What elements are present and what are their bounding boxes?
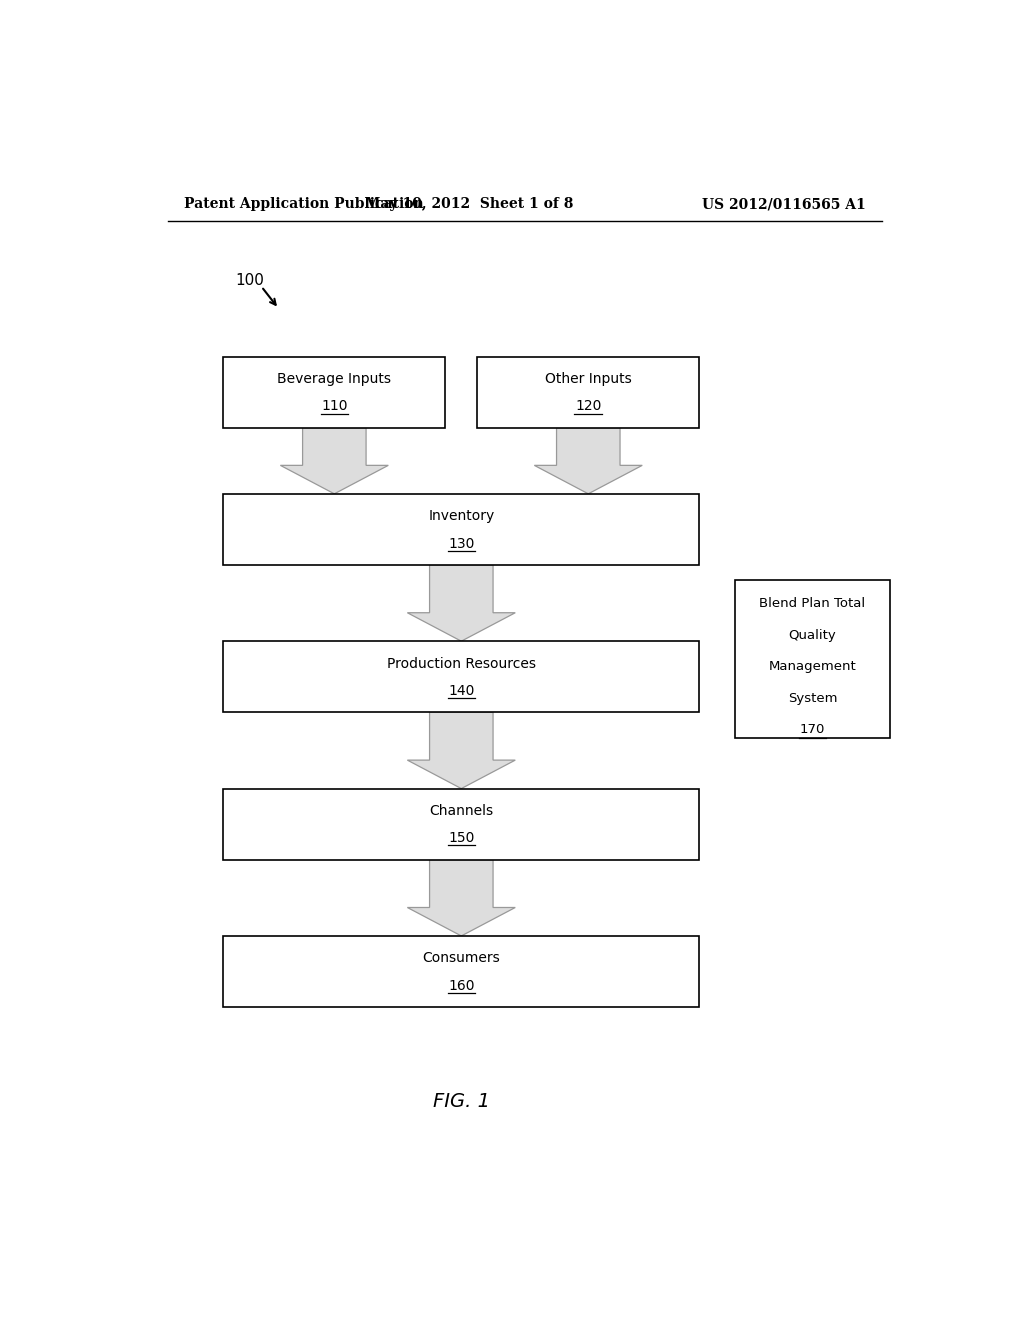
Text: System: System: [787, 692, 838, 705]
FancyBboxPatch shape: [477, 356, 699, 428]
Text: Channels: Channels: [429, 804, 494, 818]
Text: 150: 150: [449, 832, 474, 845]
Text: Patent Application Publication: Patent Application Publication: [183, 197, 423, 211]
Polygon shape: [408, 859, 515, 936]
Text: 140: 140: [449, 684, 474, 698]
Text: Management: Management: [769, 660, 856, 673]
Text: May 10, 2012  Sheet 1 of 8: May 10, 2012 Sheet 1 of 8: [366, 197, 573, 211]
FancyBboxPatch shape: [223, 936, 699, 1007]
Text: FIG. 1: FIG. 1: [433, 1092, 489, 1111]
Polygon shape: [281, 428, 388, 494]
FancyBboxPatch shape: [223, 642, 699, 713]
Text: Beverage Inputs: Beverage Inputs: [278, 372, 391, 385]
FancyBboxPatch shape: [223, 788, 699, 859]
Text: 160: 160: [449, 978, 474, 993]
Polygon shape: [408, 713, 515, 788]
Text: 170: 170: [800, 723, 825, 737]
Text: Quality: Quality: [788, 628, 837, 642]
Text: Blend Plan Total: Blend Plan Total: [760, 598, 865, 610]
Text: 100: 100: [236, 273, 264, 288]
Text: 110: 110: [322, 400, 347, 413]
FancyBboxPatch shape: [223, 494, 699, 565]
FancyBboxPatch shape: [223, 356, 445, 428]
Text: US 2012/0116565 A1: US 2012/0116565 A1: [702, 197, 866, 211]
Polygon shape: [535, 428, 642, 494]
Text: 130: 130: [449, 537, 474, 550]
FancyBboxPatch shape: [735, 581, 890, 738]
Text: 120: 120: [575, 400, 601, 413]
Text: Inventory: Inventory: [428, 510, 495, 523]
Text: Production Resources: Production Resources: [387, 656, 536, 671]
Text: Other Inputs: Other Inputs: [545, 372, 632, 385]
Polygon shape: [408, 565, 515, 642]
Text: Consumers: Consumers: [423, 952, 500, 965]
